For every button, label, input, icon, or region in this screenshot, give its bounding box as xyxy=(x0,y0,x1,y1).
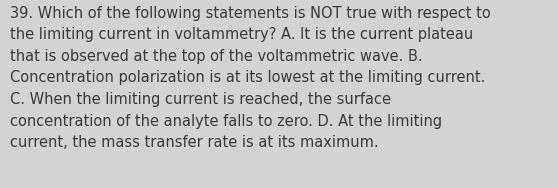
Text: 39. Which of the following statements is NOT true with respect to
the limiting c: 39. Which of the following statements is… xyxy=(10,6,491,150)
